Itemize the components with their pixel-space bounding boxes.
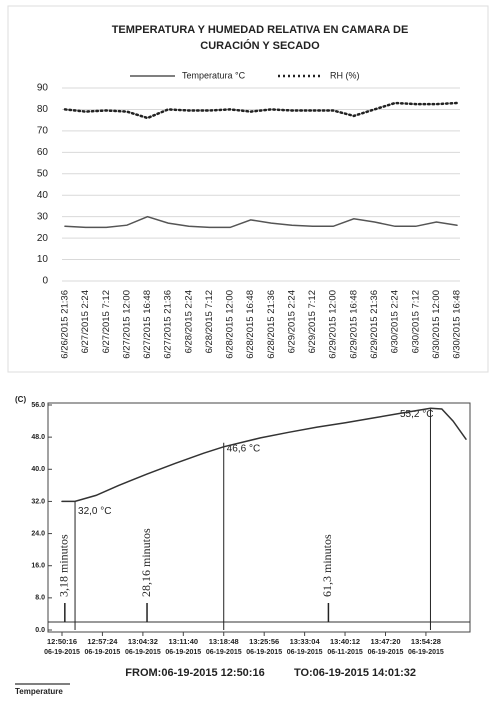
x-tick-label: 6/28/2015 16:48: [245, 290, 256, 359]
series-line: [61, 407, 467, 503]
y-tick-label: 0: [42, 276, 48, 287]
x-tick-date: 06-19-2015: [368, 649, 404, 656]
x-tick-label: 6/27/2015 21:36: [163, 290, 174, 359]
y-tick-label: 80: [37, 104, 49, 115]
x-tick-label: 13:40:12: [330, 637, 360, 646]
x-tick-date: 06-19-2015: [246, 649, 282, 656]
x-tick-date: 06-19-2015: [85, 649, 121, 656]
chart-frame: [7, 5, 489, 373]
y-tick-label: 30: [37, 211, 49, 222]
chart-title: TEMPERATURA Y HUMEDAD RELATIVA EN CAMARA…: [112, 24, 409, 36]
x-tick-label: 6/28/2015 12:00: [225, 290, 236, 359]
x-tick-label: 13:11:40: [169, 637, 199, 646]
footer-from: FROM:06-19-2015 12:50:16: [125, 667, 264, 679]
x-tick-date: 06-19-2015: [125, 649, 161, 656]
y-tick-label: 60: [37, 147, 49, 158]
x-tick-label: 6/29/2015 12:00: [328, 290, 339, 359]
marker-label: 3,18 minutos: [57, 534, 71, 597]
y-tick-label: 16.0: [31, 563, 45, 570]
y-tick-label: 8.0: [35, 595, 45, 602]
y-tick-label: 56.0: [31, 402, 45, 409]
x-tick-label: 6/29/2015 16:48: [348, 290, 359, 359]
y-tick-label: 48.0: [31, 434, 45, 441]
x-tick-date: 06-19-2015: [287, 649, 323, 656]
x-tick-label: 6/30/2015 7:12: [410, 290, 421, 353]
x-tick-label: 6/29/2015 21:36: [369, 290, 380, 359]
x-tick-label: 6/27/2015 7:12: [101, 290, 112, 353]
x-tick-label: 6/29/2015 2:24: [286, 290, 297, 353]
y-tick-label: 20: [37, 233, 49, 244]
x-tick-label: 13:47:20: [370, 637, 400, 646]
y-tick-label: 40: [37, 190, 49, 201]
legend-label: Temperature: [15, 687, 63, 696]
legend-label: RH (%): [330, 70, 360, 80]
series-line: [64, 215, 458, 229]
footer-to: TO:06-19-2015 14:01:32: [294, 667, 416, 679]
x-tick-label: 6/29/2015 7:12: [307, 290, 318, 353]
legend-label: Temperatura °C: [182, 70, 246, 80]
x-tick-label: 6/26/2015 21:36: [60, 290, 71, 359]
x-tick-label: 12:50:16: [47, 637, 77, 646]
x-tick-label: 13:33:04: [290, 637, 321, 646]
x-tick-date: 06-19-2015: [165, 649, 201, 656]
marker-label: 28,16 minutos: [139, 528, 153, 597]
x-tick-label: 12:57:24: [87, 637, 118, 646]
marker-label: 61,3 minutos: [320, 534, 334, 597]
y-tick-label: 40.0: [31, 466, 45, 473]
x-tick-label: 13:04:32: [128, 637, 158, 646]
x-tick-label: 6/28/2015 7:12: [204, 290, 215, 353]
series-line: [63, 101, 459, 120]
x-tick-label: 6/27/2015 2:24: [80, 290, 91, 353]
x-tick-label: 13:25:56: [249, 637, 279, 646]
y-tick-label: 0.0: [35, 627, 45, 634]
y-tick-label: 24.0: [31, 530, 45, 537]
x-tick-date: 06-11-2015: [327, 649, 363, 656]
x-tick-label: 6/27/2015 16:48: [142, 290, 153, 359]
y-tick-label: 10: [37, 254, 49, 265]
x-tick-label: 6/28/2015 21:36: [266, 290, 277, 359]
x-tick-label: 6/27/2015 12:00: [121, 290, 132, 359]
chart-subtitle: CURACIÓN Y SECADO: [200, 39, 320, 52]
y-tick-label: 90: [37, 83, 49, 94]
x-tick-label: 6/30/2015 12:00: [431, 290, 442, 359]
x-tick-label: 13:54:28: [411, 637, 441, 646]
y-tick-label: 50: [37, 168, 49, 179]
x-tick-date: 06-19-2015: [44, 649, 80, 656]
annotation-label: 46,6 °C: [227, 443, 260, 454]
y-axis-label: (C): [15, 395, 26, 404]
x-tick-date: 06-19-2015: [206, 649, 242, 656]
x-tick-label: 6/28/2015 2:24: [183, 290, 194, 353]
annotation-label: 32,0 °C: [78, 506, 111, 517]
plot-frame: [47, 402, 471, 633]
y-tick-label: 70: [37, 126, 49, 137]
annotation-label: 55,2 °C: [400, 409, 433, 420]
y-tick-label: 32.0: [31, 498, 45, 505]
x-tick-label: 13:18:48: [209, 637, 239, 646]
x-tick-date: 06-19-2015: [408, 649, 444, 656]
x-tick-label: 6/30/2015 16:48: [452, 290, 463, 359]
x-tick-label: 6/30/2015 2:24: [390, 290, 401, 353]
